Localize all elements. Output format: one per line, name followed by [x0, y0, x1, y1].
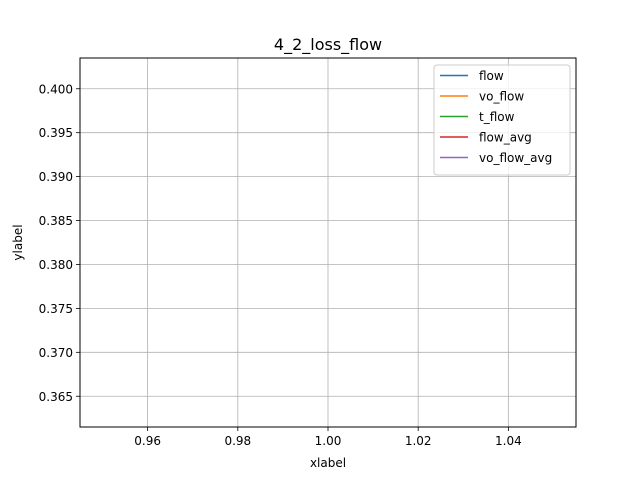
legend-label-t_flow: t_flow — [479, 110, 515, 124]
x-tick-label: 1.02 — [405, 434, 432, 448]
legend-label-flow_avg: flow_avg — [479, 131, 532, 145]
y-tick-label: 0.385 — [39, 214, 73, 228]
x-tick-label: 1.00 — [315, 434, 342, 448]
axis-ticks: 0.96 0.98 1.00 1.02 1.04 0.365 0.370 0.375 0.380… — [39, 82, 522, 448]
legend-label-flow: flow — [479, 69, 504, 83]
chart-title: 4_2_loss_flow — [274, 35, 382, 55]
y-tick-label: 0.365 — [39, 390, 73, 404]
x-tick-label: 1.04 — [495, 434, 522, 448]
legend-label-vo_flow: vo_flow — [479, 90, 524, 104]
x-tick-label: 0.98 — [224, 434, 251, 448]
grid — [80, 58, 576, 427]
y-tick-label: 0.370 — [39, 346, 73, 360]
y-tick-label: 0.395 — [39, 126, 73, 140]
x-tick-label: 0.96 — [134, 434, 161, 448]
y-axis-label: ylabel — [11, 224, 25, 260]
legend-label-vo_flow_avg: vo_flow_avg — [479, 151, 552, 165]
legend-box — [433, 64, 571, 176]
y-tick-label: 0.390 — [39, 170, 73, 184]
y-tick-label: 0.380 — [39, 258, 73, 272]
y-tick-label: 0.375 — [39, 302, 73, 316]
y-tick-label: 0.400 — [39, 82, 73, 96]
legend: flow vo_flow t_flow flow_avg vo_flow_avg — [433, 64, 571, 176]
x-axis-label: xlabel — [310, 456, 346, 470]
